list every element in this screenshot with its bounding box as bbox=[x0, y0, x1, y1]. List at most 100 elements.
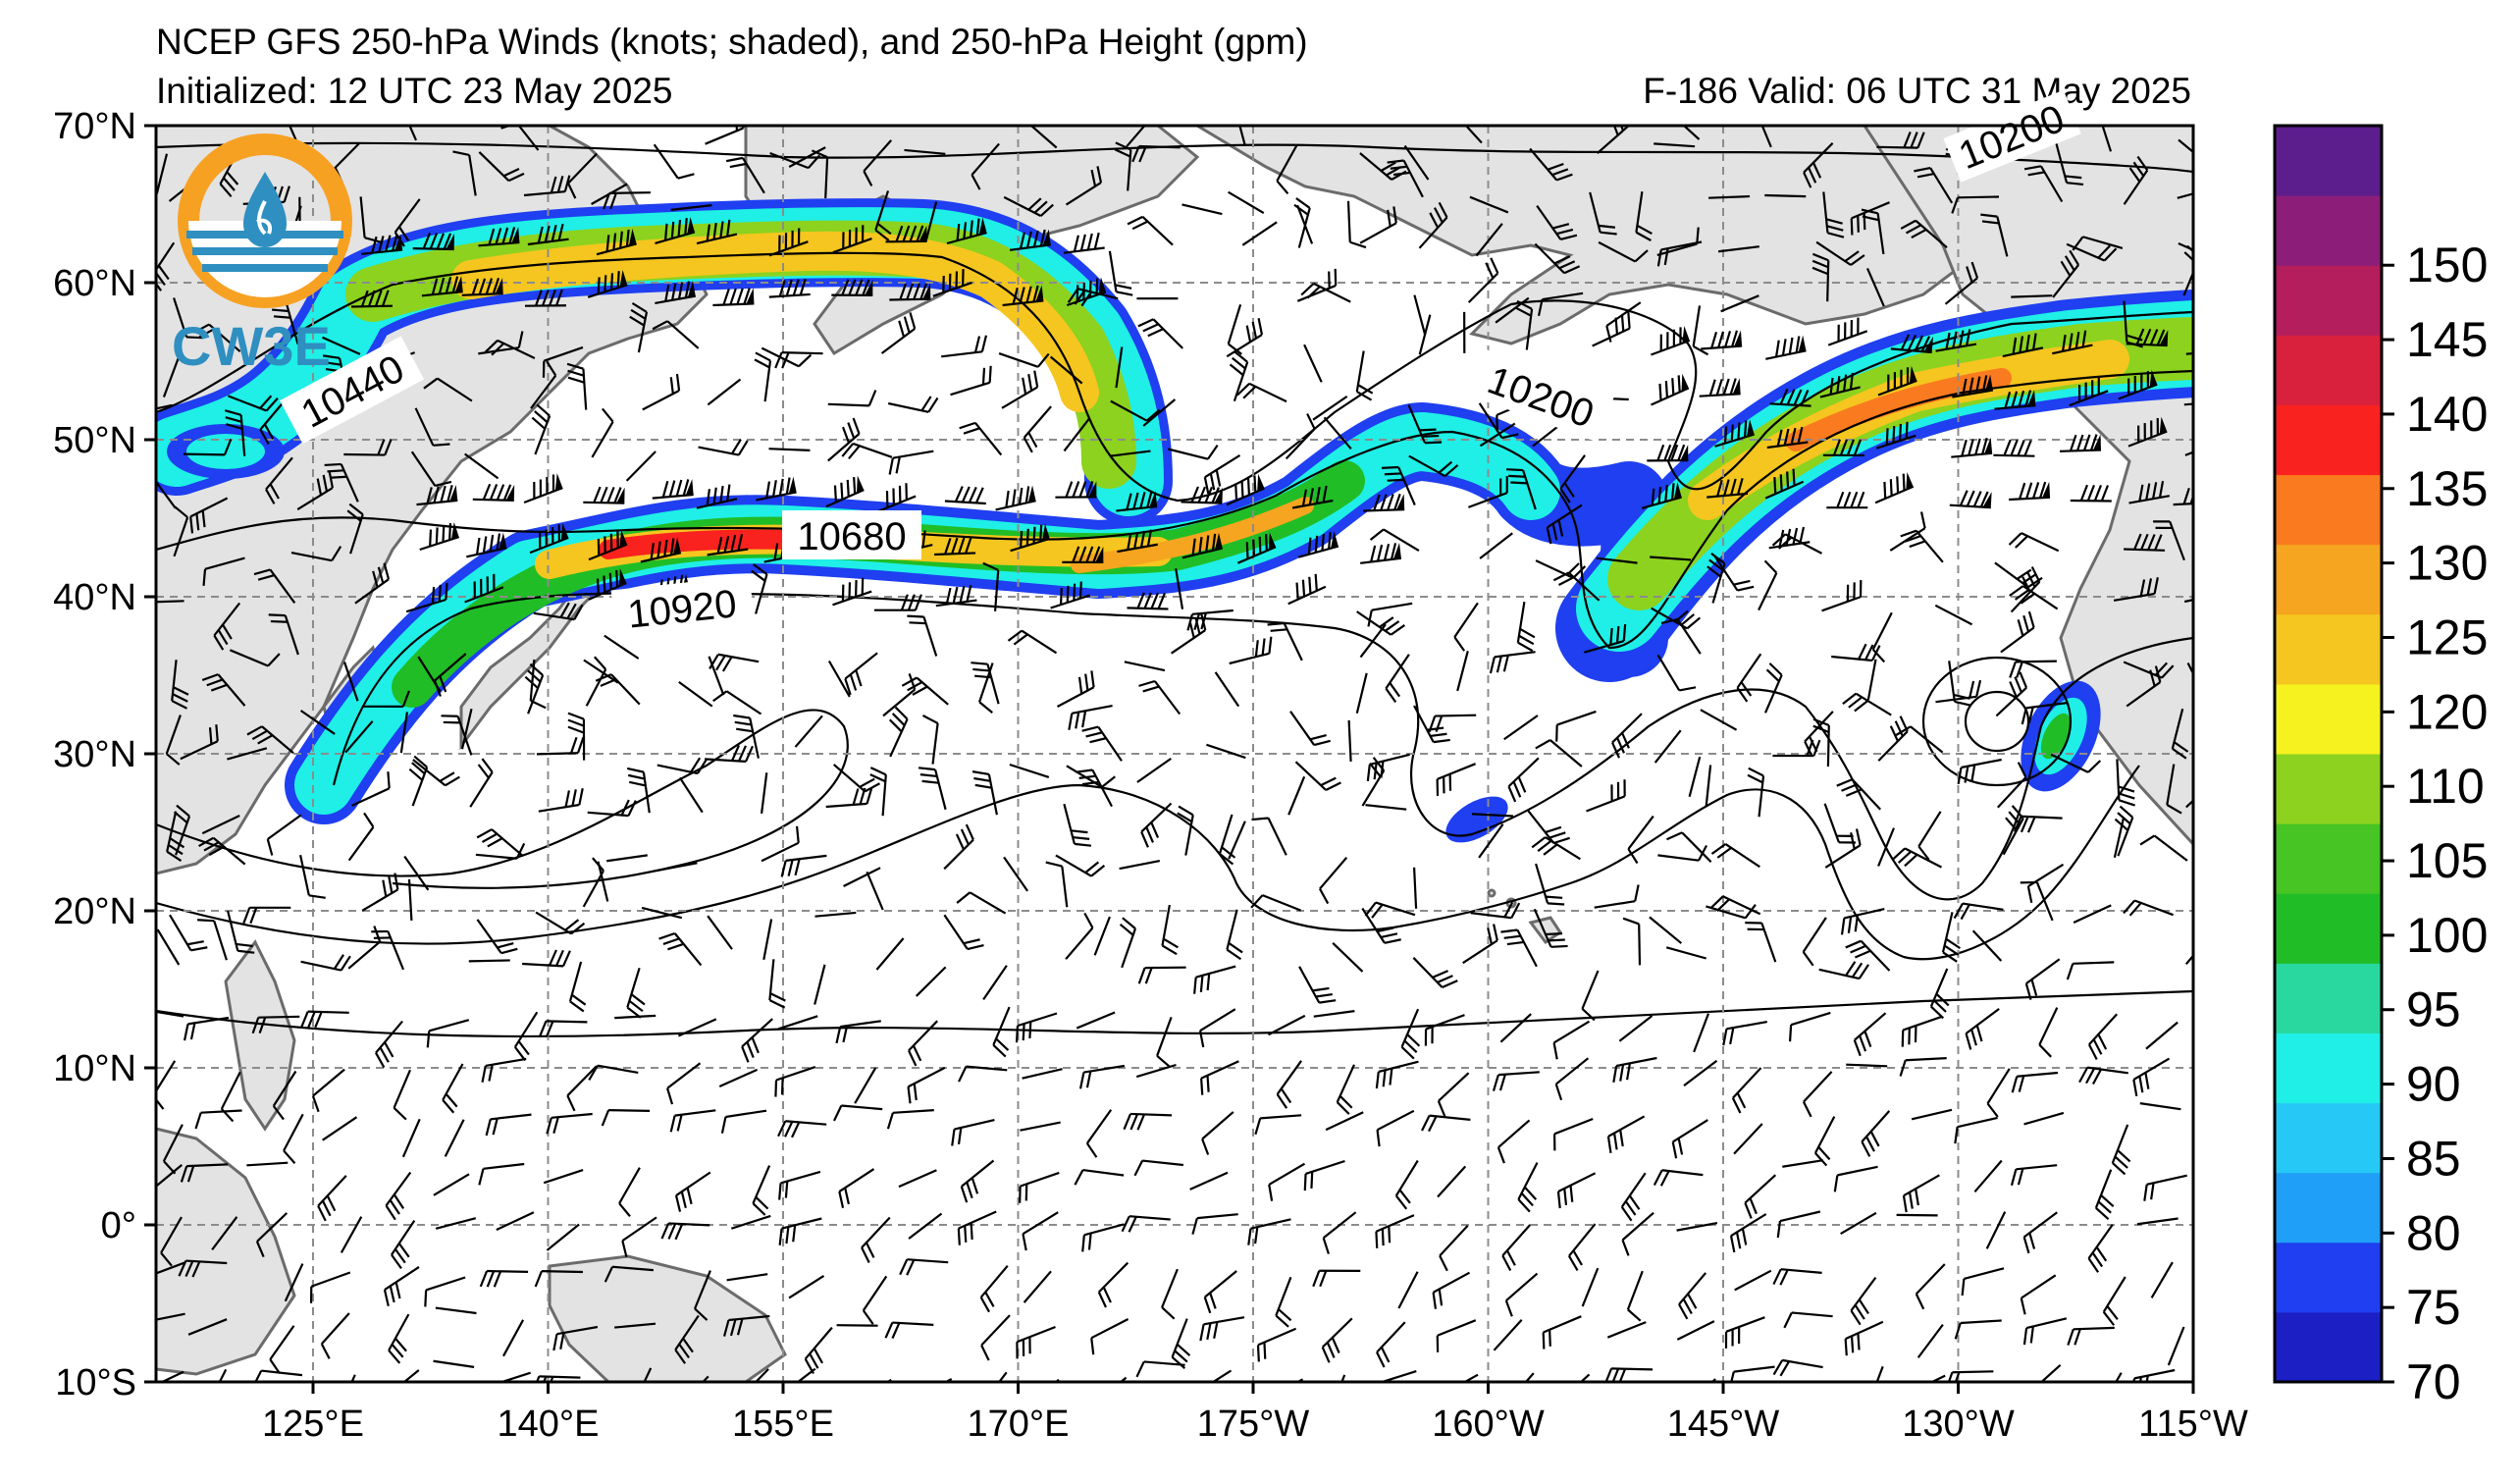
wind-barb bbox=[918, 767, 947, 811]
wind-barb bbox=[201, 673, 246, 707]
wind-barb bbox=[1062, 546, 1104, 564]
wind-barb bbox=[408, 755, 429, 807]
wind-barb bbox=[1765, 335, 1807, 360]
wind-barb bbox=[774, 351, 823, 369]
wind-barb bbox=[2021, 702, 2068, 725]
lon-tick-label: 160°W bbox=[1432, 1404, 1545, 1445]
wind-barb bbox=[552, 1325, 599, 1351]
wind-barb bbox=[720, 1109, 767, 1134]
wind-barb bbox=[1651, 373, 1690, 406]
wind-barb bbox=[1181, 486, 1223, 504]
wind-barb bbox=[886, 1109, 934, 1130]
wind-barb bbox=[835, 1020, 881, 1044]
lon-tick-label: 115°W bbox=[2138, 1404, 2248, 1445]
wind-barb bbox=[1763, 662, 1783, 714]
wind-barb bbox=[705, 126, 745, 145]
wind-barb bbox=[183, 1016, 230, 1041]
wind-barb bbox=[461, 277, 503, 296]
lat-tick-label: 60°N bbox=[53, 263, 136, 304]
lon-tick-label: 140°E bbox=[498, 1404, 600, 1445]
wind-barb bbox=[854, 1067, 877, 1104]
wind-barb bbox=[535, 911, 586, 935]
wind-barb bbox=[1189, 1171, 1229, 1191]
wind-barb bbox=[951, 1119, 995, 1146]
wind-barb bbox=[1941, 912, 1961, 963]
wind-barb bbox=[1666, 831, 1712, 863]
wind-barb bbox=[956, 891, 1007, 915]
wind-barb bbox=[889, 283, 931, 301]
wind-barb bbox=[1771, 533, 1823, 555]
wind-barb bbox=[908, 1212, 943, 1240]
wind-barb bbox=[2013, 815, 2063, 833]
colorbar-label: 110 bbox=[2406, 759, 2485, 814]
wind-barb bbox=[1456, 651, 1469, 692]
wind-barb bbox=[441, 715, 473, 756]
wind-barb bbox=[426, 1019, 470, 1048]
wind-barb bbox=[479, 1269, 529, 1288]
wind-barb bbox=[1552, 1020, 1591, 1060]
wind-barb bbox=[283, 1113, 304, 1164]
wind-barb bbox=[1744, 1174, 1777, 1219]
wind-barb bbox=[1385, 654, 1410, 704]
wind-barb bbox=[1654, 142, 1696, 148]
wind-barb bbox=[424, 1276, 466, 1307]
wind-barb bbox=[385, 1171, 412, 1221]
wind-barb bbox=[206, 1368, 228, 1382]
wind-barb bbox=[1833, 1165, 1878, 1192]
wind-barb bbox=[1772, 739, 1821, 758]
wind-barb bbox=[423, 377, 473, 402]
wind-barb bbox=[583, 486, 625, 504]
wind-barb bbox=[712, 690, 762, 715]
wind-barb bbox=[416, 484, 458, 506]
wind-barb bbox=[2097, 126, 2113, 152]
wind-barb bbox=[915, 966, 947, 997]
wind-barb bbox=[1555, 710, 1597, 742]
colorbar-swatch bbox=[2275, 1311, 2382, 1383]
wind-barb bbox=[980, 1314, 1011, 1361]
wind-barb bbox=[1346, 200, 1367, 249]
wind-barb bbox=[156, 153, 169, 194]
wind-barb bbox=[1764, 468, 1805, 500]
wind-barb bbox=[2114, 805, 2134, 857]
wind-barb bbox=[1971, 929, 2003, 962]
wind-barb bbox=[193, 323, 241, 353]
wind-barb bbox=[1078, 1064, 1126, 1089]
borneo-landmass bbox=[156, 1127, 296, 1376]
wind-barb bbox=[899, 1258, 949, 1276]
axis-ticks: 125°E 140°E 155°E 170°E 175°W 160°W 145°W 130°W… bbox=[53, 106, 2248, 1445]
wind-barb bbox=[1535, 863, 1565, 906]
wind-barb bbox=[1705, 765, 1712, 807]
wind-barb bbox=[1504, 1272, 1539, 1317]
wind-barb bbox=[156, 600, 184, 618]
wind-barb bbox=[1612, 1056, 1657, 1084]
wind-barb bbox=[614, 1322, 656, 1329]
wind-barb bbox=[1065, 166, 1103, 206]
wind-barb bbox=[712, 288, 755, 307]
wind-barb bbox=[253, 568, 296, 604]
wind-barb bbox=[567, 712, 586, 761]
wind-barb bbox=[1581, 970, 1600, 1022]
wind-barb bbox=[272, 1070, 297, 1121]
wind-barb bbox=[496, 1211, 535, 1232]
wind-barb bbox=[246, 1161, 289, 1167]
wind-barb bbox=[1256, 1327, 1297, 1362]
wind-barb bbox=[1022, 1211, 1059, 1251]
wind-barb bbox=[827, 390, 877, 407]
wind-barb bbox=[971, 770, 998, 816]
wind-barb bbox=[2020, 880, 2054, 922]
wind-barb bbox=[2184, 931, 2193, 966]
colorbar-label: 120 bbox=[2406, 684, 2488, 739]
wind-barb bbox=[621, 1216, 657, 1257]
wind-barb bbox=[1717, 245, 1759, 253]
wind-barb bbox=[604, 1265, 654, 1283]
wind-barb bbox=[629, 301, 649, 353]
wind-barb bbox=[2139, 834, 2188, 862]
contour-10440 bbox=[156, 251, 2193, 503]
colorbar-label: 150 bbox=[2406, 238, 2488, 292]
wind-barb bbox=[777, 1120, 827, 1139]
wind-barb bbox=[1895, 725, 1944, 754]
wind-barb bbox=[1355, 350, 1374, 401]
contour-10680 bbox=[156, 369, 2193, 650]
wind-barb bbox=[1369, 528, 1420, 553]
wind-barb bbox=[2111, 1124, 2131, 1176]
